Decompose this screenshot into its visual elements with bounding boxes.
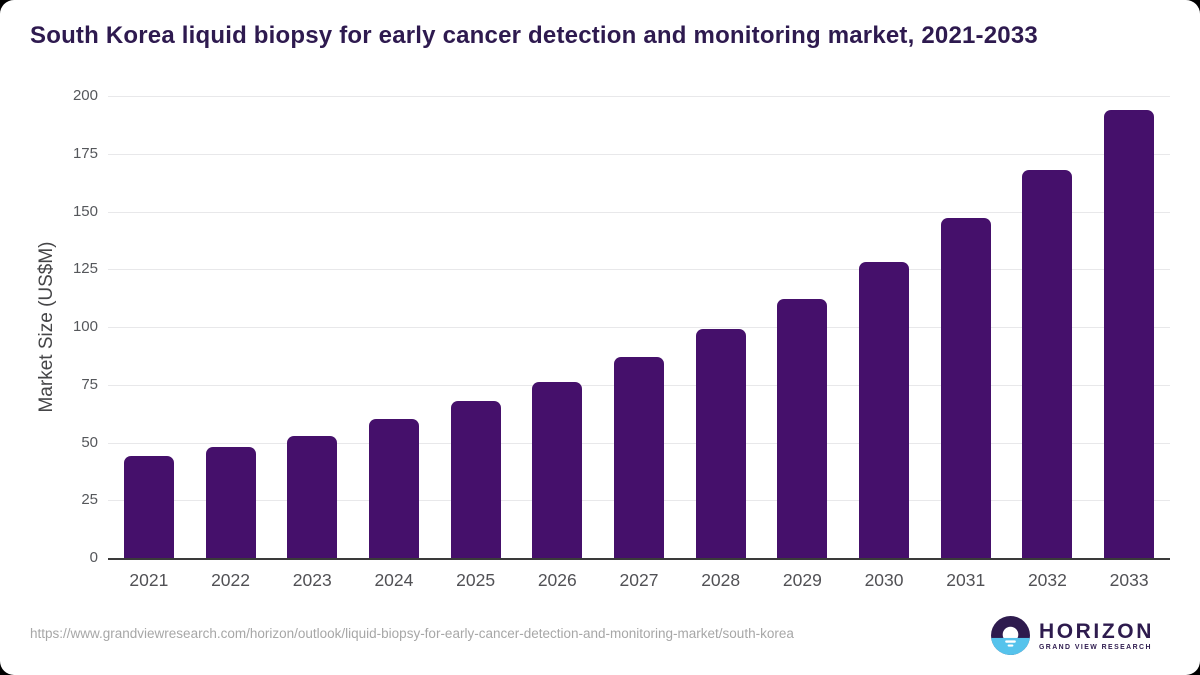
- bar-2033: [1104, 109, 1155, 558]
- horizon-logo: HORIZON GRAND VIEW RESEARCH: [990, 616, 1154, 655]
- bar-2026: [532, 382, 583, 558]
- bar-band: [762, 96, 844, 558]
- bar-2022: [205, 447, 256, 558]
- x-tick-label: 2031: [946, 570, 986, 590]
- bar-band: [843, 96, 925, 558]
- x-tick-label: 2026: [537, 570, 577, 590]
- y-tick-label: 75: [81, 375, 98, 393]
- bar-band: [108, 96, 190, 558]
- x-tick-label: 2024: [374, 570, 414, 590]
- bar-band: [680, 96, 762, 558]
- bar-band: [1088, 96, 1170, 558]
- x-axis-tick-labels: 2021 2022 2023 2024 2025 2026 2027 2028 2029 2030…: [108, 570, 1170, 591]
- bar-band: [1007, 96, 1089, 558]
- bar-2030: [859, 262, 910, 558]
- bar-2027: [613, 357, 664, 558]
- x-tick-label: 2028: [701, 570, 741, 590]
- bar-band: [516, 96, 598, 558]
- bar-band: [925, 96, 1007, 558]
- bar-2025: [450, 400, 501, 558]
- bar-2021: [123, 456, 174, 558]
- x-tick-label: 2027: [619, 570, 659, 590]
- y-tick-label: 0: [89, 549, 98, 566]
- gridline: [108, 96, 1170, 97]
- x-tick-label: 2032: [1027, 570, 1067, 590]
- bar-2024: [368, 419, 419, 558]
- x-tick-label: 2033: [1109, 570, 1149, 590]
- bar-2028: [695, 329, 746, 558]
- bar-band: [598, 96, 680, 558]
- x-tick-label: 2025: [456, 570, 496, 590]
- y-tick-label: 125: [72, 260, 98, 278]
- x-tick-label: 2023: [292, 570, 332, 590]
- bar-band: [190, 96, 272, 558]
- y-tick-label: 25: [81, 491, 98, 509]
- bar-2023: [287, 435, 338, 558]
- bar-2031: [940, 218, 991, 558]
- y-tick-label: 100: [72, 318, 98, 335]
- gridline: [108, 327, 1170, 328]
- gridline: [108, 153, 1170, 155]
- plot-area: 0 25 50 75 100 125 150 175 200: [73, 87, 1170, 566]
- logo-wordmark: HORIZON: [1038, 619, 1154, 643]
- y-tick-label: 50: [81, 433, 98, 451]
- source-url: https://www.grandviewresearch.com/horizo…: [30, 626, 794, 641]
- horizon-sunset-icon: [990, 616, 1030, 655]
- bar-band: [353, 96, 435, 558]
- bar-2029: [777, 299, 828, 558]
- chart-title: South Korea liquid biopsy for early canc…: [30, 22, 1038, 49]
- bar-band: [435, 96, 517, 558]
- bar-2032: [1022, 169, 1073, 558]
- y-tick-label: 175: [72, 144, 98, 162]
- bar-series: [108, 96, 1170, 558]
- x-tick-label: 2029: [782, 570, 822, 590]
- y-tick-label: 150: [72, 202, 98, 220]
- y-tick-label: 200: [72, 87, 98, 104]
- gridline: [108, 211, 1170, 213]
- logo-subtext: GRAND VIEW RESEARCH: [1038, 643, 1152, 651]
- x-tick-label: 2022: [211, 570, 250, 590]
- x-tick-label: 2021: [129, 570, 169, 590]
- gridline: [108, 269, 1170, 271]
- bar-band: [271, 96, 353, 558]
- x-tick-label: 2030: [864, 570, 904, 590]
